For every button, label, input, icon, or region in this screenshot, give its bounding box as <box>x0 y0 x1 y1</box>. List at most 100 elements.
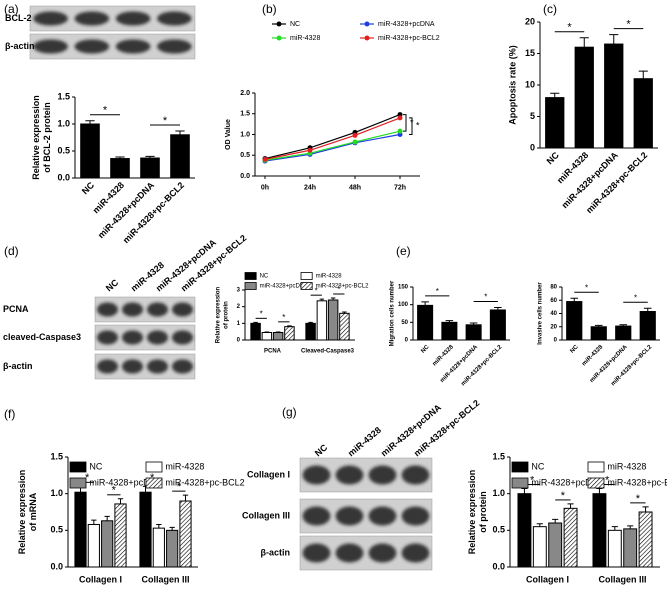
significance-label: * <box>567 22 572 34</box>
legend-label: miR-4328 <box>316 274 343 280</box>
error-bar <box>156 523 162 529</box>
legend-label: miR-4328 <box>607 461 646 471</box>
blot-band <box>335 543 364 563</box>
blot-band <box>401 465 430 485</box>
significance-label: * <box>337 285 340 294</box>
legend-swatch <box>511 477 529 489</box>
legend-label: miR-4328 <box>165 461 204 471</box>
blot-band <box>335 465 364 485</box>
legend-label: miR-4328+pc-BCL2 <box>165 477 244 487</box>
bar <box>114 503 127 568</box>
x-tick-label: miR-4328+pc-BCL2 <box>121 180 186 245</box>
panel-label: (e) <box>396 244 411 258</box>
y-tick-label: 100 <box>398 302 409 308</box>
error-bar <box>567 503 574 509</box>
y-axis-label: Relative expression <box>467 470 477 555</box>
y-tick-label: 2 <box>237 304 241 310</box>
bar <box>316 300 328 341</box>
panel-label: (a) <box>4 2 19 16</box>
bar <box>327 299 339 341</box>
blot-band <box>172 302 193 317</box>
bar <box>615 325 632 341</box>
error-bar <box>169 526 175 531</box>
bar <box>250 322 261 341</box>
blot-band <box>302 543 331 563</box>
error-bar <box>104 515 110 521</box>
panel-label: (b) <box>262 2 277 16</box>
significance-label: * <box>103 105 108 117</box>
y-axis-label: Relative expression <box>216 286 222 343</box>
error-bar <box>570 297 579 302</box>
y-tick-label: 0 <box>405 338 409 344</box>
y-tick-label: 3 <box>237 288 241 294</box>
blot-band <box>302 465 331 485</box>
error-bar <box>319 298 325 301</box>
significance-bracket <box>409 117 413 135</box>
significance-bracket <box>403 114 407 132</box>
error-bar <box>117 498 124 504</box>
x-tick-label: miR-4328 <box>581 344 605 368</box>
error-bar <box>421 301 429 306</box>
error-bar <box>638 70 648 79</box>
bar <box>441 321 458 341</box>
bar <box>563 507 578 568</box>
error-bar <box>308 321 313 324</box>
panel-label: (d) <box>4 244 19 258</box>
bar <box>489 309 506 341</box>
blot-lane-label: NC <box>313 442 330 458</box>
error-bar <box>643 307 652 312</box>
legend-label: miR-4328 <box>290 35 320 42</box>
panel-label: (f) <box>4 407 15 421</box>
x-tick-label: Cleaved-Caspase3 <box>301 348 355 354</box>
x-tick-label: miR-4328+pc-BCL2 <box>460 344 503 387</box>
y-tick-label: 80 <box>550 285 557 291</box>
blot-lane-label: miR-4328+pcDNA <box>379 402 443 458</box>
y-tick-label: 1.5 <box>57 91 70 101</box>
legend-marker <box>276 21 282 27</box>
blot-band <box>122 330 143 345</box>
blot-band <box>122 359 143 374</box>
x-tick-label: 24h <box>304 184 316 191</box>
significance-label: * <box>177 481 182 493</box>
significance-label: * <box>163 115 168 127</box>
blot-band <box>74 39 110 54</box>
bar <box>152 527 165 568</box>
bar <box>574 46 594 149</box>
marker <box>397 115 403 121</box>
x-tick-label: NC <box>569 344 580 355</box>
blot-band <box>115 11 151 26</box>
error-bar <box>536 523 543 527</box>
error-bar <box>85 120 95 124</box>
panel-label: (c) <box>543 2 557 16</box>
legend-marker <box>364 21 370 27</box>
y-tick-label: 0 <box>554 338 558 344</box>
y-tick-label: 1.0 <box>50 488 63 498</box>
legend-label: miR-4328+pcDNA <box>89 477 162 487</box>
y-tick-label: 1 <box>237 321 241 327</box>
y-axis-label: Relative expression <box>31 95 41 180</box>
legend-label: miR-4328+pcDNA <box>378 21 435 28</box>
y-tick-label: 2.0 <box>240 90 250 97</box>
bar <box>638 511 653 568</box>
marker <box>397 128 403 134</box>
y-tick-label: 60 <box>550 298 557 304</box>
significance-label: * <box>260 309 263 318</box>
significance-label: * <box>112 485 117 497</box>
significance-label: * <box>605 474 610 486</box>
bar <box>607 529 622 568</box>
blot-band <box>97 302 118 317</box>
legend-swatch <box>511 461 529 473</box>
marker <box>262 156 268 162</box>
error-bar <box>342 311 347 314</box>
y-tick-label: 1.5 <box>240 111 250 118</box>
error-bar <box>494 306 502 310</box>
bar <box>417 304 434 341</box>
bar <box>166 529 179 568</box>
y-tick-label: 0.5 <box>492 525 505 535</box>
significance-label: * <box>282 313 285 322</box>
y-tick-label: 0.0 <box>57 172 70 182</box>
legend-label: miR-4328+pcDNA <box>531 477 604 487</box>
error-bar <box>253 321 258 324</box>
significance-label: * <box>530 474 535 486</box>
